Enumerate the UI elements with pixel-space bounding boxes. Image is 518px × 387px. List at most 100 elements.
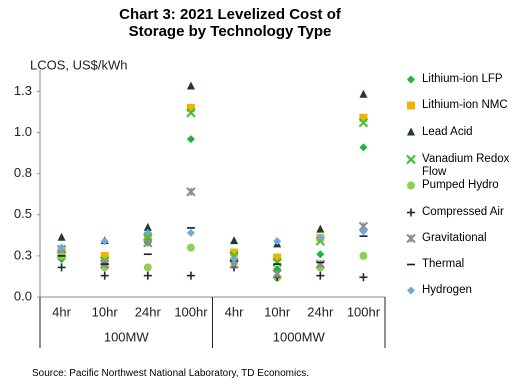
chart: LCOS, US$/kWh 0.0 0.3 0.5 0.8 1.0 1.3 100MW 100… (14, 57, 386, 348)
data-point (230, 236, 239, 245)
legend-marker (407, 75, 415, 84)
data-point (57, 263, 66, 272)
data-point (316, 224, 325, 233)
data-point (143, 238, 153, 248)
legend-label: Vanadium Redox Flow (422, 153, 510, 178)
y-tick-label: 0.5 (14, 206, 32, 221)
marker-shape (186, 228, 195, 237)
marker-shape (230, 248, 239, 257)
marker-shape (273, 237, 282, 246)
legend-label: Thermal (422, 258, 465, 270)
data-point (186, 271, 195, 280)
marker-shape (272, 257, 282, 268)
group-label: 100MW (104, 329, 150, 344)
marker-shape (186, 243, 195, 252)
legend-label: Lead Acid (422, 126, 473, 138)
data-point (316, 250, 325, 259)
x-tick-label: 100hr (347, 304, 381, 319)
data-point (273, 253, 282, 262)
legend-marker (407, 101, 415, 110)
group-label: 1000MW (273, 329, 326, 344)
marker-shape (230, 255, 239, 264)
data-point (316, 271, 325, 280)
legend-item: Lithium-ion NMC (405, 99, 514, 112)
legend-label: Pumped Hydro (422, 179, 499, 191)
x-tick-label: 24hr (307, 304, 334, 319)
marker-shape (57, 232, 66, 241)
source-note: Source: Pacific Northwest National Labor… (32, 368, 309, 379)
marker-shape (407, 101, 415, 110)
legend-swatch (407, 75, 415, 84)
data-point (316, 233, 325, 242)
x-tick-label: 10hr (264, 304, 291, 319)
data-point (186, 81, 195, 90)
data-point (100, 237, 109, 246)
legend-swatch (406, 233, 416, 244)
legend-label: Lithium-ion LFP (422, 73, 503, 85)
legend-marker (407, 127, 415, 136)
marker-shape (186, 135, 195, 144)
data-point (186, 103, 195, 112)
x-tick-label: 24hr (135, 304, 162, 319)
legend-marker (407, 181, 415, 190)
legend-swatch (407, 101, 415, 110)
marker-shape (100, 237, 109, 246)
legend-item: Lithium-ion LFP (405, 73, 514, 86)
data-point (143, 271, 152, 280)
x-tick-label: 4hr (52, 304, 71, 319)
legend-item: Hydrogen (405, 284, 514, 297)
marker-shape (143, 228, 152, 237)
y-tick-label: 0.8 (14, 165, 32, 180)
data-point (359, 89, 368, 98)
data-point (57, 243, 66, 252)
legend-marker (406, 154, 416, 165)
data-point (359, 251, 368, 260)
marker-shape (316, 250, 325, 259)
legend-swatch (407, 127, 415, 136)
legend-swatch (407, 181, 415, 190)
legend-swatch (407, 263, 415, 266)
data-point (358, 117, 369, 128)
marker-shape (359, 143, 368, 152)
marker-shape (407, 127, 415, 136)
data-point (230, 255, 239, 264)
legend-item: Compressed Air (405, 206, 514, 219)
data-point (186, 135, 195, 144)
data-point (186, 187, 196, 197)
legend-label: Gravitational (422, 232, 487, 244)
marker-shape (359, 89, 368, 98)
data-point (359, 143, 368, 152)
legend-item: Gravitational (405, 232, 514, 245)
data-point (273, 237, 282, 246)
legend-marker (407, 208, 415, 217)
legend-item: Pumped Hydro (405, 179, 514, 192)
marker-shape (230, 236, 239, 245)
marker-shape (186, 108, 196, 118)
y-tick-label: 0.0 (14, 288, 32, 303)
marker-shape (359, 113, 368, 122)
data-point (100, 271, 109, 280)
marker-shape (273, 253, 282, 262)
data-point (359, 113, 368, 122)
legend-marker (407, 286, 415, 295)
data-point (272, 269, 282, 279)
marker-shape (359, 251, 368, 260)
marker-shape (186, 103, 195, 112)
data-point (186, 243, 195, 252)
data-point (230, 248, 239, 257)
x-tick-label: 4hr (225, 304, 244, 319)
marker-shape (57, 243, 66, 252)
marker-shape (406, 154, 416, 165)
legend-item: Vanadium Redox Flow (405, 153, 514, 179)
chart-title: Chart 3: 2021 Levelized Cost of Storage … (119, 6, 341, 40)
data-point (359, 227, 368, 236)
marker-shape (359, 227, 368, 236)
marker-shape (316, 233, 325, 242)
legend-marker (406, 233, 416, 244)
marker-shape (407, 286, 415, 295)
data-point (272, 257, 282, 268)
data-point (315, 259, 326, 269)
data-point (143, 263, 152, 272)
legend-label: Hydrogen (422, 284, 472, 296)
